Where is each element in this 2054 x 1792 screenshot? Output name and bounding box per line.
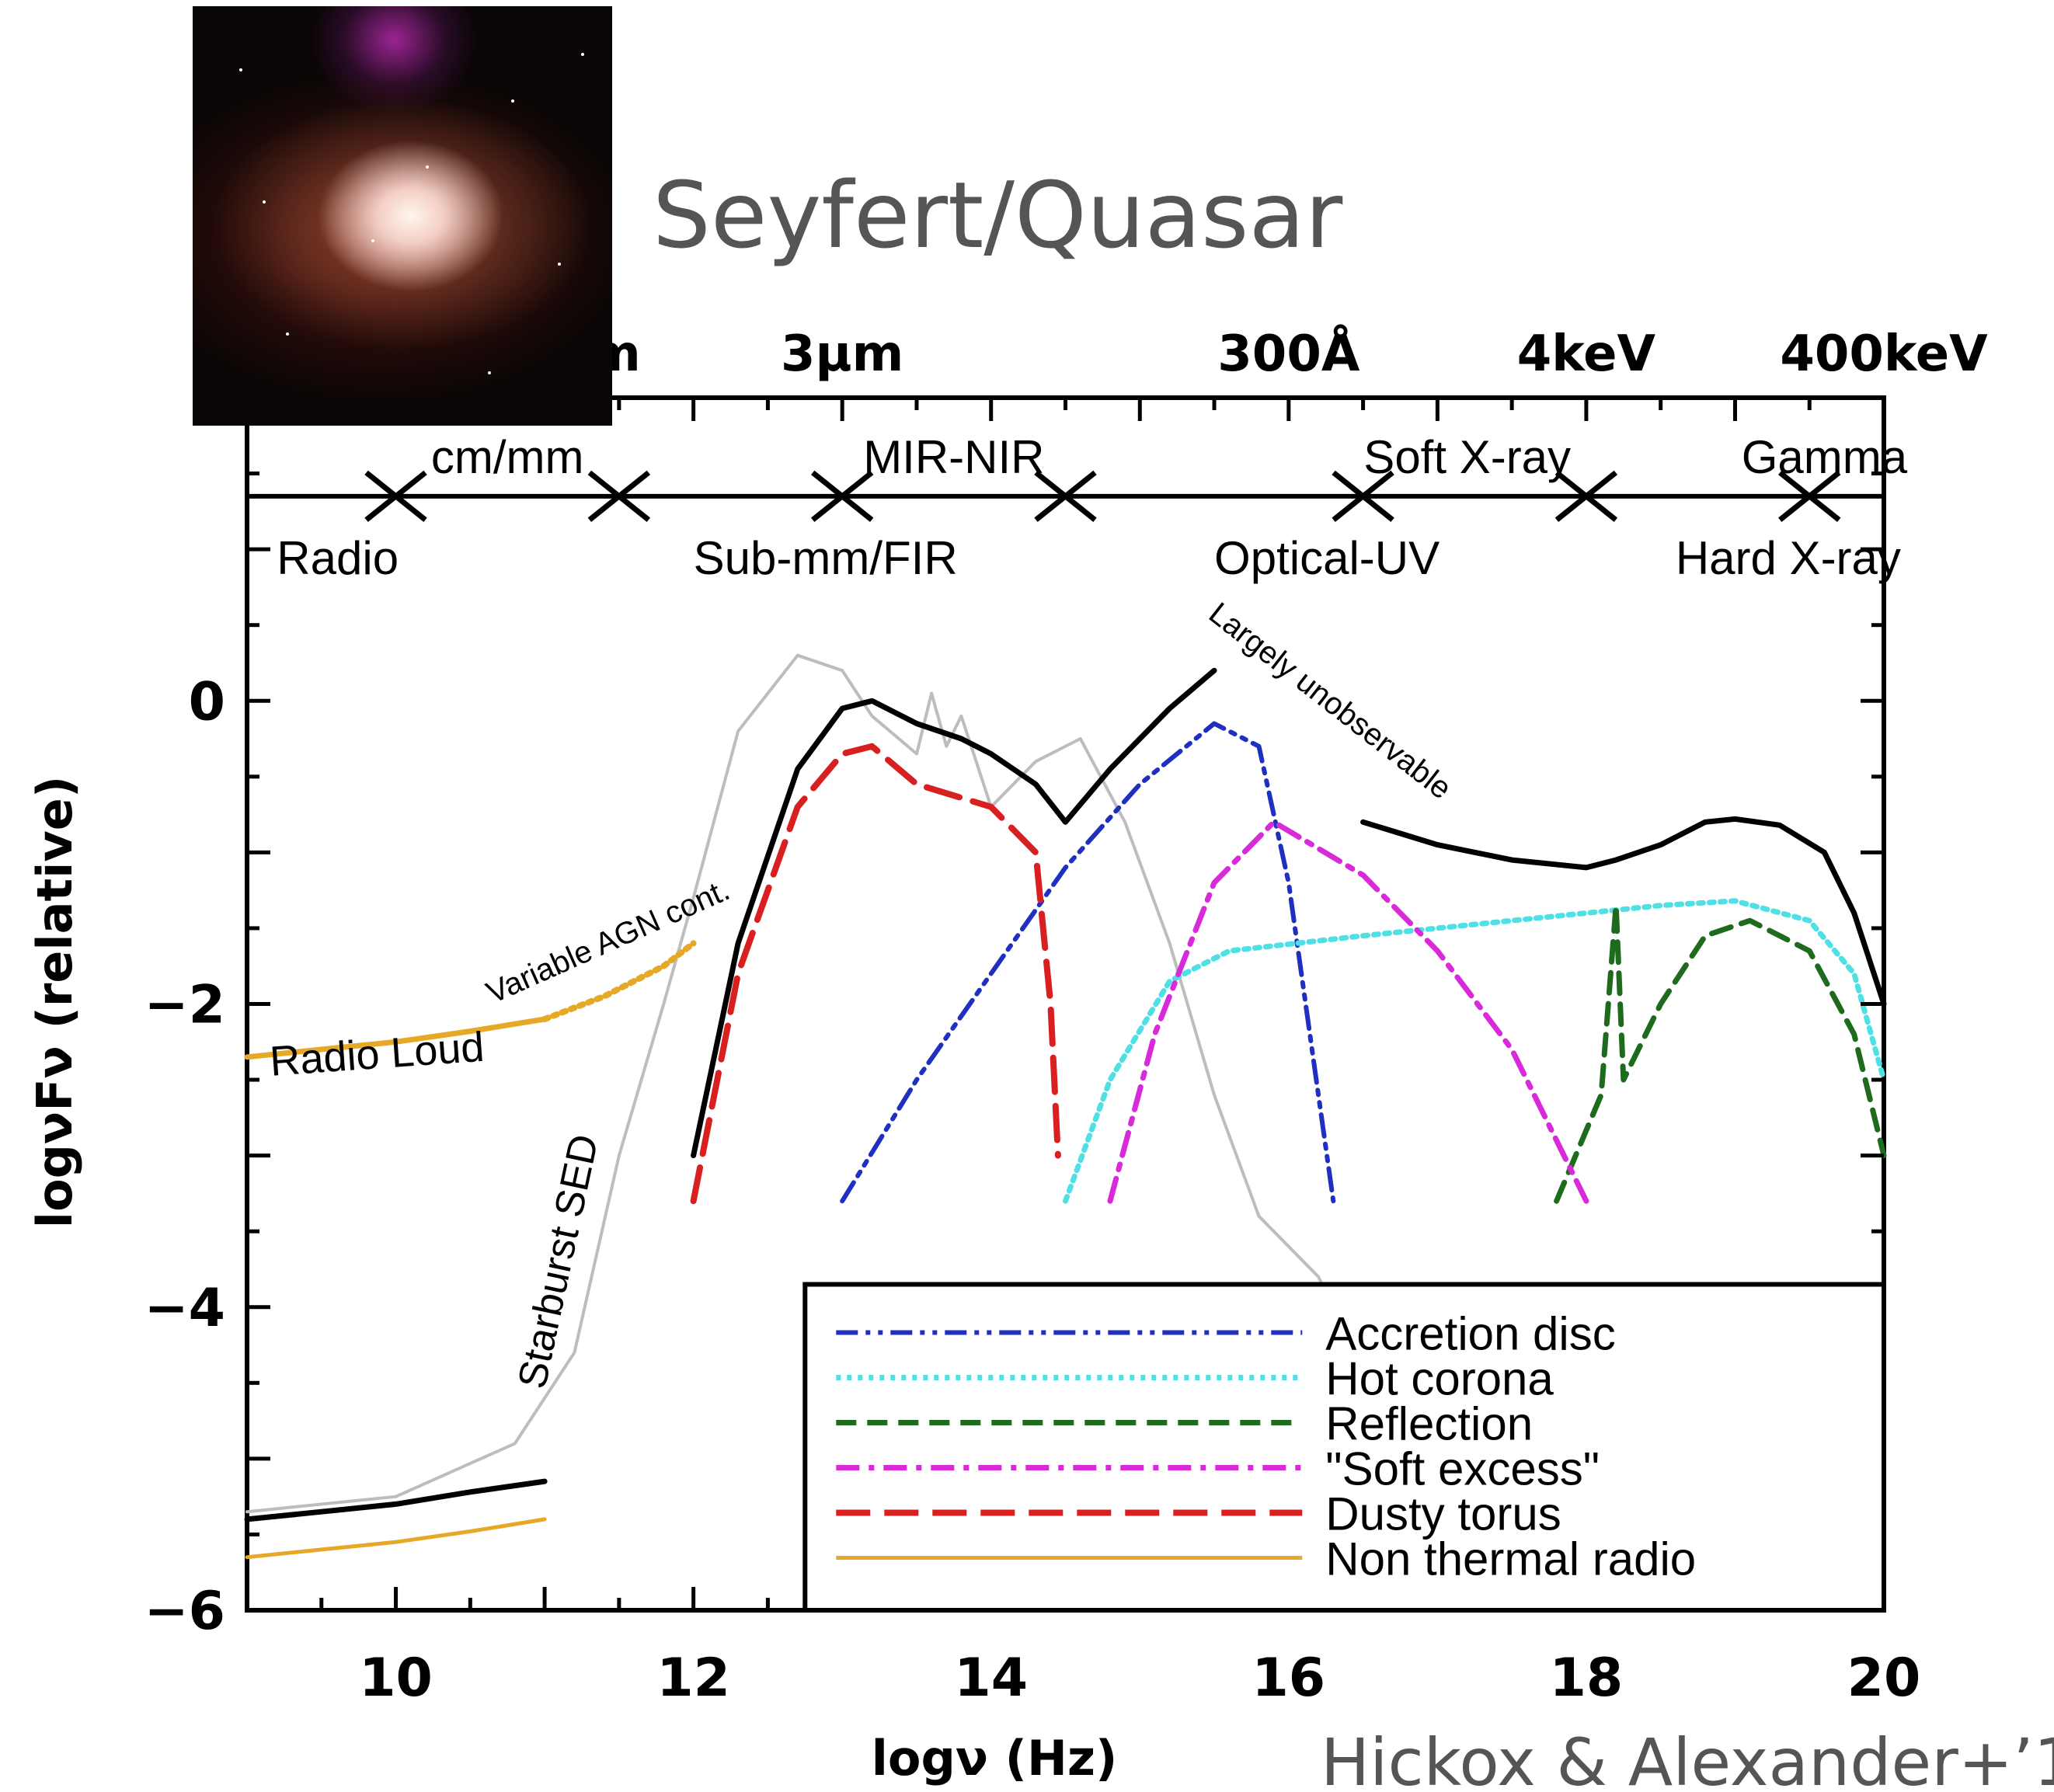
band-marker (1034, 470, 1097, 522)
series-line (690, 743, 1061, 1205)
legend-label: Hot corona (1325, 1352, 1554, 1404)
series-line (840, 721, 1336, 1204)
annotation-starburst: Starburst SED (510, 1130, 607, 1392)
credit-text: Hickox & Alexander+’16 (1321, 1724, 2054, 1792)
annotations: Radio Loud Variable AGN cont. Starburst SE… (268, 596, 1457, 1392)
series-line (1063, 898, 1887, 1204)
legend-label: Non thermal radio (1325, 1533, 1696, 1585)
legend-label: "Soft excess" (1325, 1442, 1600, 1494)
band-marker (1778, 470, 1841, 522)
legend-label: Accretion disc (1325, 1307, 1615, 1359)
band-label-lower: Radio (277, 532, 399, 584)
y-tick-label: 0 (189, 671, 225, 732)
x-tick-label: 10 (359, 1648, 433, 1709)
legend-box (802, 1282, 1886, 1613)
x-tick-label: 16 (1252, 1648, 1325, 1709)
series-line (244, 1478, 548, 1522)
y-tick-label: −4 (144, 1278, 225, 1339)
annotation-unobservable: Largely unobservable (1203, 596, 1457, 806)
legend-label: Reflection (1325, 1397, 1533, 1449)
page-title: Seyfert/Quasar (653, 162, 1343, 269)
band-marker (810, 470, 874, 522)
series-line (244, 1016, 548, 1060)
annotation-radio-loud: Radio Loud (268, 1024, 486, 1085)
band-marker (1332, 470, 1394, 522)
galaxy-image (193, 6, 612, 426)
x-tick-label: 20 (1847, 1648, 1921, 1709)
band-label-upper: Soft X-ray (1363, 431, 1571, 483)
band-label-upper: MIR-NIR (863, 431, 1044, 483)
band-label-upper: Gamma (1742, 431, 1908, 483)
top-axis-label: 400keV (1780, 325, 1988, 383)
band-marker (1554, 470, 1618, 522)
band-label-lower: Optical-UV (1214, 532, 1440, 584)
series-line (245, 1517, 547, 1560)
top-axis-label: 3μm (781, 325, 903, 383)
y-tick-label: −2 (144, 975, 225, 1036)
x-tick-label: 12 (656, 1648, 730, 1709)
annotation-variable-agn: Variable AGN cont. (482, 872, 735, 1010)
y-axis-label: logνFν (relative) (26, 776, 83, 1228)
y-tick-label: −6 (144, 1581, 225, 1642)
band-bar: cm/mm MIR-NIR Soft X-ray Gamma Radio Sub-mm/F… (247, 431, 1908, 584)
band-label-upper: cm/mm (431, 431, 584, 483)
series-layer (244, 653, 1887, 1560)
band-marker (587, 470, 651, 522)
series-line (691, 667, 1217, 1159)
series-line (245, 653, 1335, 1514)
series-line (1360, 816, 1887, 1007)
top-axis-label: 4keV (1517, 325, 1656, 383)
series-line (1107, 819, 1589, 1204)
x-tick-label: 18 (1550, 1648, 1624, 1709)
x-tick-label: 14 (954, 1648, 1028, 1709)
band-label-lower: Sub-mm/FIR (694, 532, 958, 584)
top-axis-label: 300Å (1217, 324, 1360, 383)
legend-label: Dusty torus (1325, 1488, 1561, 1540)
band-marker (364, 470, 427, 522)
x-axis-label: logν (Hz) (872, 1730, 1118, 1787)
series-line (1554, 903, 1887, 1204)
band-label-lower: Hard X-ray (1676, 532, 1901, 584)
series-line (541, 940, 697, 1022)
